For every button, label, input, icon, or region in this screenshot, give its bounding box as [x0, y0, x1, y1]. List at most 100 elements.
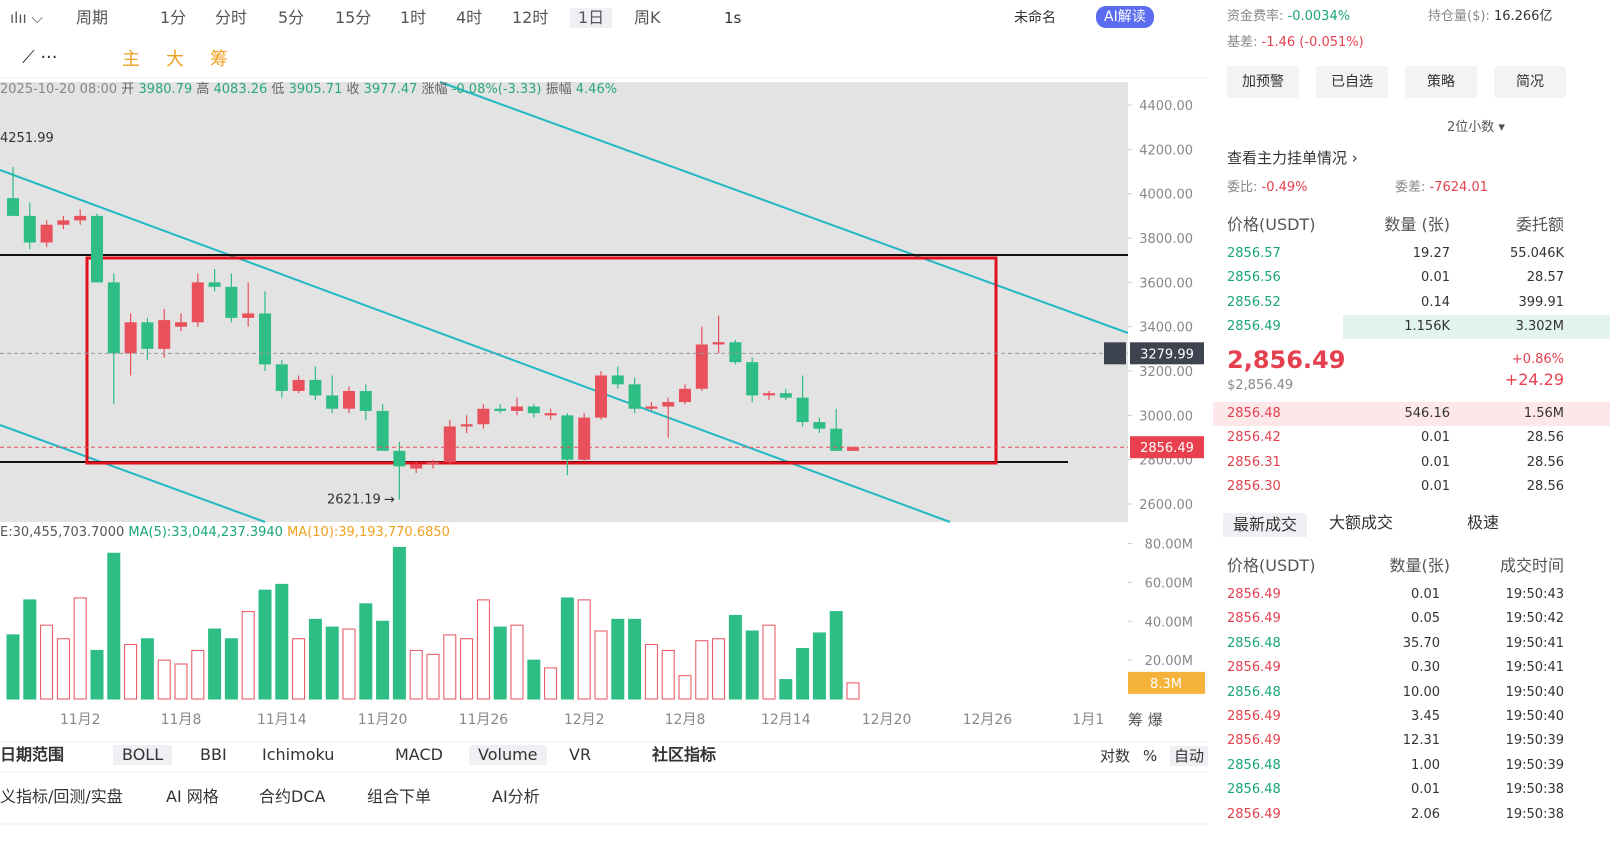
total: 1.56M [1523, 406, 1564, 421]
corner[interactable]: 爆 [1147, 711, 1163, 729]
scale-tab[interactable]: 自动 [1170, 746, 1209, 766]
trade-tab[interactable]: 极速 [1467, 513, 1500, 532]
x-tick-label: 11月2 [60, 712, 101, 728]
button[interactable]: 策略 [1405, 66, 1477, 98]
button[interactable]: 简况 [1494, 66, 1566, 98]
main-tool[interactable]: 大 [166, 49, 184, 70]
chart-type[interactable]: ılıı ⌵ [10, 9, 43, 27]
trade-time: 19:50:41 [1505, 635, 1564, 651]
layout[interactable]: 未命名 [1014, 10, 1056, 26]
candle-body [611, 375, 624, 385]
volume-bar [762, 624, 776, 700]
candle-body [847, 447, 859, 451]
trade-price: 2856.48 [1227, 757, 1281, 773]
period[interactable]: 分时 [215, 8, 248, 27]
volume-bar [577, 599, 591, 700]
scale-tab[interactable]: % [1143, 747, 1158, 765]
period[interactable]: 1分 [160, 8, 187, 27]
price: 2856.30 [1227, 479, 1281, 495]
label: 委比: [1227, 180, 1258, 195]
total: 28.56 [1526, 479, 1564, 495]
header: 成交时间 [1499, 556, 1564, 575]
crosshair-badge [1130, 342, 1204, 365]
volume-badge [1128, 671, 1205, 694]
bottom-tab[interactable]: 组合下单 [367, 787, 432, 806]
header: 价格(USDT) [1227, 215, 1316, 234]
period[interactable]: 1日 [570, 8, 613, 28]
last-price: 2,856.49 $2,856.49 +0.86% +24.29 [1213, 340, 1610, 402]
low-arrow: → [384, 492, 395, 507]
candle-body [359, 390, 372, 411]
price: 2856.52 [1227, 294, 1281, 310]
volume-bar [392, 546, 406, 700]
trade-tab[interactable]: 最新成交 [1223, 513, 1308, 537]
volume-bar [661, 649, 675, 700]
volume-bar [73, 597, 87, 700]
total: 28.56 [1526, 454, 1564, 470]
trade-amount: 0.05 [1411, 611, 1440, 627]
period[interactable]: 1时 [400, 8, 427, 27]
volume-bar [140, 638, 154, 700]
indicator-tab[interactable]: BOLL [113, 745, 173, 765]
indicator-tab[interactable]: 社区指标 [652, 745, 717, 764]
candle-body [7, 198, 19, 216]
trade-tab[interactable]: 大额成交 [1329, 513, 1394, 532]
main-tool[interactable]: 筹 [210, 49, 228, 70]
bottom-tab[interactable]: AI分析 [492, 787, 540, 806]
total: 55.046K [1509, 246, 1564, 261]
candle-body [544, 413, 557, 416]
candle-body [494, 408, 507, 411]
indicator-tab[interactable]: Volume [469, 745, 547, 765]
x-tick-label: 12月8 [665, 712, 706, 728]
amount: 1.156K [1404, 319, 1450, 335]
indicator-tab[interactable]: VR [569, 745, 592, 764]
x-tick-label: 12月2 [564, 712, 605, 728]
period[interactable]: 5分 [278, 8, 305, 27]
amount: 0.01 [1421, 430, 1450, 446]
period[interactable]: 4时 [456, 8, 483, 27]
candle-body [561, 415, 574, 460]
corner[interactable]: 筹 [1128, 711, 1144, 729]
interval[interactable]: 1s [724, 9, 742, 27]
drawings [0, 81, 1129, 523]
period[interactable]: 周K [634, 8, 661, 27]
period[interactable]: 15分 [335, 8, 372, 27]
period[interactable]: 12时 [512, 8, 549, 27]
volume-bar [275, 583, 289, 700]
amount: 0.14 [1421, 294, 1450, 310]
volume-bar [409, 649, 423, 700]
bottom-tab[interactable]: 义指标/回测/实盘 [0, 787, 123, 806]
bottom-tab[interactable]: 合约DCA [259, 787, 326, 806]
scale-tab[interactable]: 对数 [1100, 747, 1131, 765]
trade-time: 19:50:42 [1505, 611, 1564, 627]
button[interactable]: 已自选 [1316, 66, 1388, 98]
ratio: 委比: -0.49% [1227, 178, 1308, 198]
candle-body [662, 402, 675, 407]
precision[interactable]: 2位小数 ▾ [1447, 120, 1505, 135]
main-tool[interactable]: 主 [122, 49, 140, 70]
trade-time: 19:50:40 [1505, 684, 1564, 700]
volume-bar [224, 638, 238, 700]
price: 2856.56 [1227, 270, 1281, 286]
trade-amount: 35.70 [1402, 635, 1440, 651]
indicator-tab[interactable]: BBI [200, 745, 227, 764]
candle-body [796, 397, 809, 423]
trade-time: 19:50:39 [1505, 733, 1564, 749]
main-orders[interactable]: 查看主力挂单情况 › [1227, 149, 1358, 167]
trade-price: 2856.49 [1227, 587, 1281, 602]
field-value: 3977.47 [363, 82, 418, 97]
period[interactable]: 周期 [76, 8, 109, 27]
button[interactable]: 加预警 [1227, 66, 1299, 98]
candle-body [578, 417, 591, 460]
date: 2025-10-20 08:00 [0, 82, 118, 97]
bottom-tab[interactable]: AI 网格 [166, 787, 219, 806]
trade-amount: 0.01 [1411, 782, 1440, 798]
ai-button[interactable]: AI解读 [1096, 6, 1154, 28]
draw-tools[interactable]: ⟋ ··· [22, 47, 58, 68]
indicator-tab[interactable]: 日期范围 [0, 745, 65, 764]
indicator-tab[interactable]: Ichimoku [262, 745, 335, 764]
volume-bar [712, 638, 726, 700]
amount: 546.16 [1404, 406, 1451, 421]
candle-body [124, 322, 137, 354]
indicator-tab[interactable]: MACD [395, 745, 443, 764]
